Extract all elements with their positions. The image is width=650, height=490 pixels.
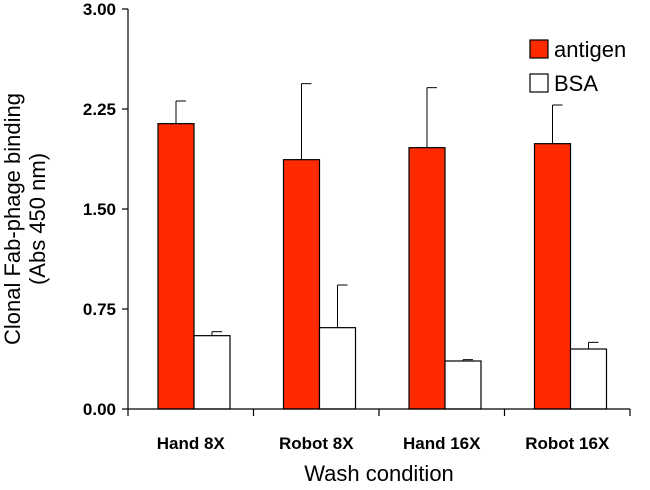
x-category-label: Hand 16X bbox=[403, 434, 481, 453]
x-category-label: Hand 8X bbox=[157, 434, 226, 453]
x-axis-title: Wash condition bbox=[304, 461, 454, 486]
y-tick-label: 0.00 bbox=[83, 400, 116, 419]
legend-label-BSA: BSA bbox=[554, 71, 598, 96]
x-category-label: Robot 16X bbox=[525, 434, 610, 453]
bar-BSA-2 bbox=[318, 327, 357, 410]
bar-BSA-4 bbox=[569, 348, 608, 410]
bar-antigen-2 bbox=[282, 159, 321, 410]
bar-antigen-4 bbox=[533, 143, 572, 410]
y-tick-label: 0.75 bbox=[83, 300, 116, 319]
bar-antigen-3 bbox=[408, 147, 446, 410]
y-tick-label: 3.00 bbox=[83, 0, 116, 19]
legend-swatch-antigen bbox=[529, 39, 549, 59]
legend-swatch-BSA bbox=[529, 73, 549, 93]
bar-BSA-3 bbox=[444, 360, 482, 410]
y-tick-label: 1.50 bbox=[83, 200, 116, 219]
legend-label-antigen: antigen bbox=[554, 37, 626, 62]
y-axis-title-line-2: (Abs 450 nm) bbox=[25, 153, 50, 285]
y-tick-label: 2.25 bbox=[83, 100, 116, 119]
x-category-label: Robot 8X bbox=[279, 434, 354, 453]
y-axis-title-line-1: Clonal Fab-phage binding bbox=[0, 93, 25, 345]
y-axis-title: Clonal Fab-phage binding (Abs 450 nm) bbox=[0, 93, 50, 345]
bar-BSA-1 bbox=[193, 335, 231, 410]
bar-antigen-1 bbox=[157, 123, 195, 410]
